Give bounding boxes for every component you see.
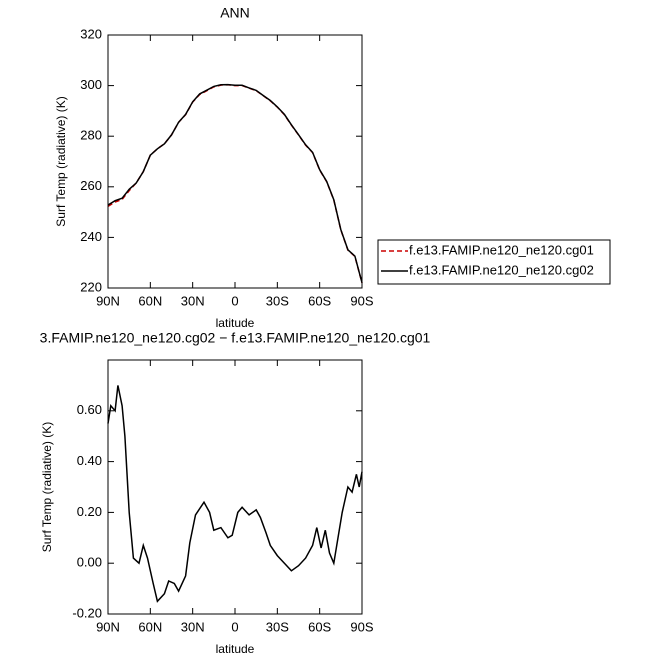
y-tick-label: 240 — [80, 229, 102, 244]
legend-box — [377, 239, 611, 285]
x-axis-label: latitude — [216, 316, 255, 330]
x-tick-label: 60N — [138, 293, 162, 308]
data-line — [107, 84, 363, 284]
plot-frame — [107, 34, 363, 289]
x-tick-label: 30S — [266, 619, 289, 634]
x-tick-label: 60N — [138, 619, 162, 634]
y-tick-label: 0.00 — [77, 555, 102, 570]
x-tick-label: 90N — [96, 619, 120, 634]
x-tick-label: 0 — [231, 619, 238, 634]
x-axis-label: latitude — [216, 642, 255, 656]
y-tick-label: 0.20 — [77, 504, 102, 519]
x-tick-label: 30N — [181, 293, 205, 308]
y-tick-label: 300 — [80, 77, 102, 92]
x-tick-label: 0 — [231, 293, 238, 308]
y-tick-label: -0.20 — [72, 605, 102, 620]
y-tick-label: 0.60 — [77, 402, 102, 417]
x-tick-label: 30S — [266, 293, 289, 308]
y-tick-label: 260 — [80, 178, 102, 193]
x-tick-label: 30N — [181, 619, 205, 634]
x-tick-label: 90S — [350, 619, 373, 634]
y-axis-label: Surf Temp (radiative) (K) — [54, 96, 68, 226]
y-tick-label: 280 — [80, 128, 102, 143]
data-line — [107, 83, 363, 283]
y-tick-label: 320 — [80, 26, 102, 41]
x-tick-label: 90N — [96, 293, 120, 308]
x-tick-label: 60S — [308, 619, 331, 634]
chart-title: 3.FAMIP.ne120_ne120.cg02 − f.e13.FAMIP.n… — [40, 330, 431, 346]
y-tick-label: 220 — [80, 279, 102, 294]
data-line — [107, 385, 363, 603]
legend-label: f.e13.FAMIP.ne120_ne120.cg02 — [409, 262, 594, 277]
y-axis-label: Surf Temp (radiative) (K) — [40, 422, 54, 552]
chart-title: ANN — [220, 5, 250, 21]
plot-frame — [107, 359, 363, 615]
x-tick-label: 60S — [308, 293, 331, 308]
y-tick-label: 0.40 — [77, 453, 102, 468]
x-tick-label: 90S — [350, 293, 373, 308]
legend-label: f.e13.FAMIP.ne120_ne120.cg01 — [409, 242, 594, 257]
